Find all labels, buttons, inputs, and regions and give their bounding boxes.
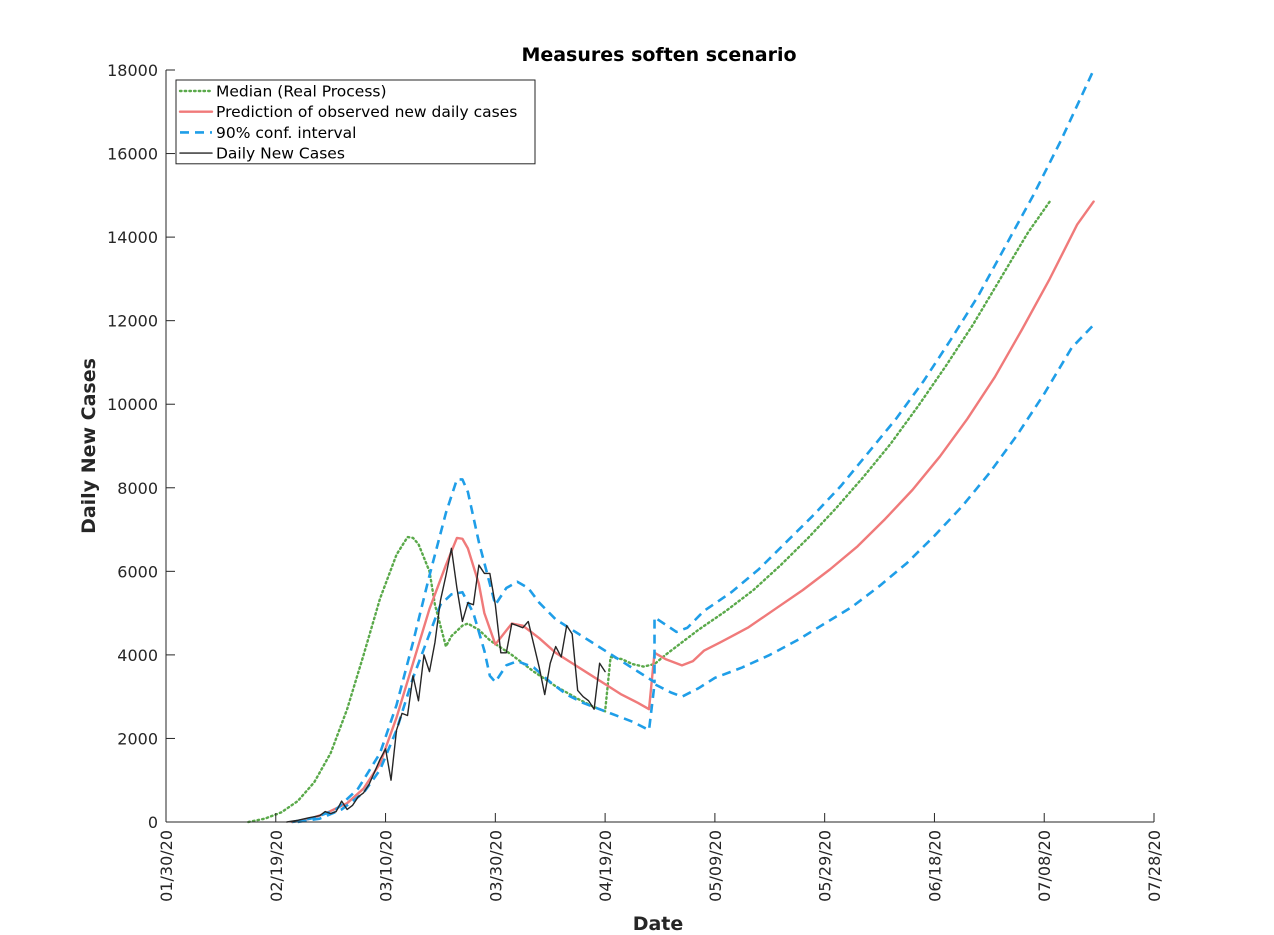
series-line-0 [247, 200, 1051, 824]
y-tick-label: 2000 [117, 729, 158, 748]
series-line-2 [291, 69, 1095, 824]
x-tick-label: 03/10/20 [377, 830, 396, 902]
y-tick-label: 12000 [107, 312, 158, 331]
y-tick-label: 10000 [107, 395, 158, 414]
x-tick-label: 07/08/20 [1035, 830, 1054, 902]
x-tick-label: 03/30/20 [486, 830, 505, 902]
y-tick-label: 6000 [117, 562, 158, 581]
chart-title: Measures soften scenario [521, 44, 796, 66]
ticks: 0 2000 4000 6000 8000 10000 12000 14000 16000 180… [107, 61, 1164, 902]
y-tick-label: 8000 [117, 479, 158, 498]
x-tick-label: 04/19/20 [596, 830, 615, 902]
legend-label: 90% conf. interval [216, 124, 356, 142]
y-tick-label: 14000 [107, 228, 158, 247]
x-axis-title: Date [633, 913, 684, 935]
plot-lines [247, 69, 1095, 824]
series-line-1 [291, 200, 1095, 824]
series-line-4 [286, 547, 606, 823]
axes [165, 70, 1154, 823]
legend-box [175, 79, 536, 165]
x-tick-label: 02/19/20 [267, 830, 286, 902]
legend-label: Daily New Cases [216, 145, 345, 163]
y-axis-title: Daily New Cases [78, 358, 100, 534]
x-tick-label: 06/18/20 [925, 830, 944, 902]
legend: Median (Real Process) Prediction of obser… [175, 79, 536, 165]
series-line-3 [297, 323, 1095, 824]
x-tick-label: 01/30/20 [157, 830, 176, 902]
y-tick-label: 4000 [117, 646, 158, 665]
y-tick-label: 18000 [107, 61, 158, 80]
x-tick-label: 07/28/20 [1145, 830, 1164, 902]
y-tick-label: 16000 [107, 145, 158, 164]
y-tick-label: 0 [148, 813, 158, 832]
x-tick-label: 05/29/20 [816, 830, 835, 902]
legend-label: Median (Real Process) [216, 83, 387, 101]
x-tick-label: 05/09/20 [706, 830, 725, 902]
legend-label: Prediction of observed new daily cases [216, 103, 517, 121]
